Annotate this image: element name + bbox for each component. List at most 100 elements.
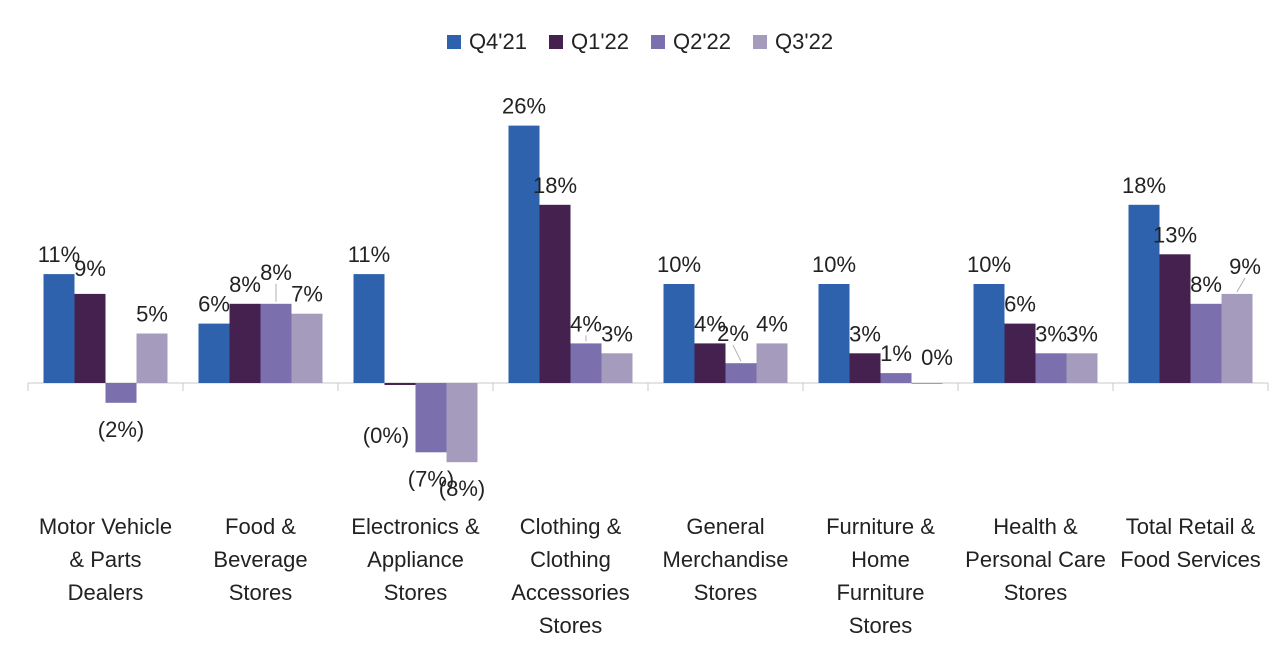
bar-7-2 (1190, 303, 1222, 383)
legend-item-2: Q2'22 (651, 29, 731, 55)
data-label-leader (732, 344, 742, 362)
bar-7-0 (1128, 204, 1160, 383)
data-label: 9% (74, 256, 106, 281)
bar-4-2 (725, 363, 757, 383)
bar-3-0 (508, 125, 540, 383)
chart-legend: Q4'21 Q1'22 Q2'22 Q3'22 (0, 28, 1280, 56)
data-label: 11% (38, 242, 80, 267)
category-label-line: Appliance (367, 547, 464, 572)
category-label-line: & Parts (69, 547, 142, 572)
legend-swatch (651, 35, 665, 49)
bar-3-3 (601, 353, 633, 383)
data-label: 9% (1229, 254, 1261, 279)
data-label: 8% (229, 272, 261, 297)
category-label: Health & Personal Care Stores (958, 510, 1113, 609)
legend-label: Q1'22 (570, 29, 629, 54)
category-label: Electronics & Appliance Stores (338, 510, 493, 609)
data-label: (7%) (408, 466, 454, 491)
data-label: 10% (967, 252, 1011, 277)
bar-7-1 (1159, 254, 1191, 383)
legend-swatch (753, 35, 768, 49)
data-label: 8% (260, 260, 292, 285)
legend-item-3: Q3'22 (753, 29, 833, 55)
category-label: General Merchandise Stores (648, 510, 803, 609)
category-label-line: Furniture (836, 580, 925, 605)
bar-6-1 (1004, 323, 1036, 383)
data-label: 18% (1122, 173, 1166, 198)
bar-2-3 (446, 383, 478, 463)
data-label: 4% (570, 311, 602, 336)
bar-1-3 (291, 313, 323, 383)
data-label: 10% (657, 252, 701, 277)
data-label: 2% (717, 321, 749, 346)
bar-5-1 (849, 353, 881, 383)
data-label: 3% (1066, 321, 1098, 346)
category-label-line: Accessories (511, 580, 630, 605)
bar-6-3 (1066, 353, 1098, 383)
bar-6-2 (1035, 353, 1067, 383)
data-label: 8% (1190, 272, 1222, 297)
category-label-line: Stores (383, 580, 448, 605)
legend-swatch (446, 35, 461, 49)
data-label: 0% (921, 345, 953, 370)
bar-3-1 (539, 204, 571, 383)
data-label: 10% (812, 252, 856, 277)
data-label: 3% (1035, 321, 1067, 346)
data-label: 4% (756, 311, 788, 336)
bar-0-2 (105, 383, 137, 403)
data-label: 13% (1153, 222, 1197, 247)
data-label: (2%) (98, 417, 144, 442)
category-label-line: General (686, 514, 765, 539)
category-label-line: Electronics & (351, 514, 480, 539)
bar-6-0 (973, 284, 1005, 383)
data-label: 3% (601, 321, 633, 346)
bar-2-2 (415, 383, 447, 453)
data-label: 6% (1004, 292, 1036, 317)
category-label-line: Motor Vehicle (38, 514, 173, 539)
category-label: Furniture & Home Furniture Stores (803, 510, 958, 642)
bar-5-0 (818, 284, 850, 383)
category-label-line: Merchandise (662, 547, 789, 572)
bar-1-2 (260, 303, 292, 383)
bar-1-0 (198, 323, 230, 383)
category-label-line: Total Retail & (1125, 514, 1256, 539)
bar-4-3 (756, 343, 788, 383)
data-label: 7% (291, 282, 323, 307)
bar-3-2 (570, 343, 602, 383)
category-label-line: Stores (1003, 580, 1068, 605)
data-label: 4% (694, 311, 726, 336)
bar-0-3 (136, 333, 168, 383)
legend-label: Q2'22 (673, 29, 732, 54)
category-label-line: Personal Care (965, 547, 1106, 572)
bar-7-3 (1221, 293, 1253, 383)
category-label-line: Stores (848, 613, 913, 638)
data-label-leader (1236, 277, 1246, 293)
category-label-line: Beverage (213, 547, 308, 572)
legend-swatch (548, 35, 563, 49)
data-label: 11% (348, 242, 390, 267)
legend-label: Q4'21 (468, 29, 527, 54)
category-label: Food & Beverage Stores (183, 510, 338, 609)
data-label: 1% (880, 341, 912, 366)
category-label-line: Furniture & (826, 514, 935, 539)
category-label: Motor Vehicle & Parts Dealers (28, 510, 183, 609)
legend-item-0: Q4'21 (446, 29, 527, 55)
bar-2-1 (384, 383, 416, 385)
category-label-line: Food & (225, 514, 296, 539)
bar-2-0 (353, 274, 385, 383)
bar-5-2 (880, 373, 912, 383)
category-label: Total Retail & Food Services (1113, 510, 1268, 576)
bar-0-1 (74, 293, 106, 383)
data-label: 18% (533, 173, 577, 198)
category-label-line: Home (851, 547, 910, 572)
category-label-line: Clothing & (519, 514, 622, 539)
category-label-line: Health & (993, 514, 1078, 539)
data-label: (8%) (439, 476, 485, 501)
legend-item-1: Q1'22 (548, 29, 629, 55)
bar-0-0 (43, 274, 75, 383)
category-label: Clothing & Clothing Accessories Stores (493, 510, 648, 642)
bar-4-0 (663, 284, 695, 383)
legend-label: Q3'22 (775, 29, 834, 54)
data-label: 26% (502, 94, 546, 119)
